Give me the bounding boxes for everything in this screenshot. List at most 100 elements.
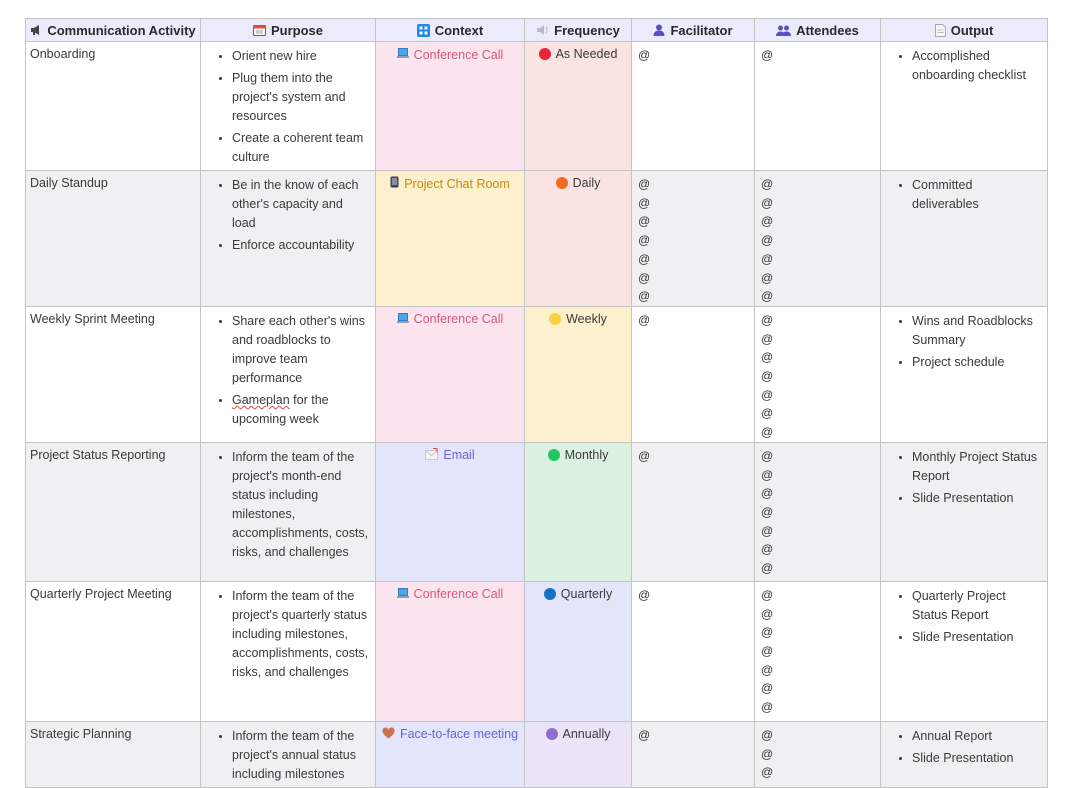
- purpose-cell[interactable]: Orient new hire Plug them into the projec…: [200, 41, 376, 171]
- mention-placeholder[interactable]: @: [761, 350, 774, 365]
- mention-placeholder[interactable]: @: [638, 587, 651, 602]
- purpose-cell[interactable]: Be in the know of each other's capacity …: [200, 170, 376, 307]
- frequency-tag[interactable]: Quarterly: [543, 587, 612, 601]
- context-tag[interactable]: Conference Call: [396, 312, 503, 327]
- mention-placeholder[interactable]: @: [761, 233, 774, 248]
- purpose-cell[interactable]: Inform the team of the project's annual …: [200, 720, 376, 788]
- purpose-cell[interactable]: Inform the team of the project's quarter…: [200, 580, 376, 722]
- mention-placeholder[interactable]: @: [638, 448, 651, 463]
- column-header-context[interactable]: Context: [375, 18, 525, 42]
- mention-placeholder[interactable]: @: [761, 587, 774, 602]
- output-cell[interactable]: Monthly Project Status Report Slide Prese…: [880, 441, 1048, 582]
- activity-cell[interactable]: Weekly Sprint Meeting: [25, 305, 201, 443]
- mention-placeholder[interactable]: @: [761, 681, 774, 696]
- attendees-cell[interactable]: @ @ @: [754, 720, 881, 788]
- mention-placeholder[interactable]: @: [761, 289, 774, 304]
- mention-placeholder[interactable]: @: [761, 523, 774, 538]
- frequency-cell[interactable]: Annually: [524, 720, 632, 788]
- frequency-tag[interactable]: As Needed: [538, 47, 617, 61]
- context-cell[interactable]: Conference Call: [375, 305, 525, 443]
- mention-placeholder[interactable]: @: [761, 406, 774, 421]
- mention-placeholder[interactable]: @: [638, 312, 651, 327]
- context-cell[interactable]: Email: [375, 441, 525, 582]
- mention-placeholder[interactable]: @: [761, 505, 774, 520]
- table-row[interactable]: Quarterly Project Meeting Inform the team…: [25, 580, 1048, 722]
- mention-placeholder[interactable]: @: [761, 700, 774, 715]
- output-cell[interactable]: Annual Report Slide Presentation: [880, 720, 1048, 788]
- table-row[interactable]: Onboarding Orient new hire Plug them into …: [25, 41, 1048, 171]
- facilitator-cell[interactable]: @: [631, 305, 755, 443]
- output-cell[interactable]: Quarterly Project Status Report Slide Pre…: [880, 580, 1048, 722]
- mention-placeholder[interactable]: @: [638, 727, 651, 742]
- mention-placeholder[interactable]: @: [761, 606, 774, 621]
- attendees-cell[interactable]: @ @ @ @ @ @ @: [754, 305, 881, 443]
- activity-cell[interactable]: Quarterly Project Meeting: [25, 580, 201, 722]
- facilitator-cell[interactable]: @: [631, 720, 755, 788]
- mention-placeholder[interactable]: @: [638, 195, 651, 210]
- frequency-tag[interactable]: Daily: [555, 176, 600, 190]
- mention-placeholder[interactable]: @: [761, 542, 774, 557]
- table-row[interactable]: Project Status Reporting Inform the team …: [25, 441, 1048, 582]
- output-cell[interactable]: Committed deliverables: [880, 170, 1048, 307]
- facilitator-cell[interactable]: @: [631, 441, 755, 582]
- frequency-cell[interactable]: Weekly: [524, 305, 632, 443]
- mention-placeholder[interactable]: @: [761, 270, 774, 285]
- mention-placeholder[interactable]: @: [761, 727, 774, 742]
- column-header-attendees[interactable]: Attendees: [754, 18, 881, 42]
- purpose-cell[interactable]: Share each other's wins and roadblocks t…: [200, 305, 376, 443]
- context-cell[interactable]: Conference Call: [375, 580, 525, 722]
- mention-placeholder[interactable]: @: [761, 425, 774, 440]
- mention-placeholder[interactable]: @: [761, 177, 774, 191]
- column-header-activity[interactable]: Communication Activity: [25, 18, 201, 42]
- mention-placeholder[interactable]: @: [638, 48, 651, 62]
- frequency-cell[interactable]: Monthly: [524, 441, 632, 582]
- frequency-tag[interactable]: Weekly: [549, 312, 607, 326]
- mention-placeholder[interactable]: @: [638, 289, 651, 304]
- frequency-cell[interactable]: Quarterly: [524, 580, 632, 722]
- mention-placeholder[interactable]: @: [761, 486, 774, 501]
- context-cell[interactable]: Conference Call: [375, 41, 525, 171]
- frequency-cell[interactable]: As Needed: [524, 41, 632, 171]
- mention-placeholder[interactable]: @: [761, 467, 774, 482]
- table-row[interactable]: Weekly Sprint Meeting Share each other's …: [25, 305, 1048, 443]
- mention-placeholder[interactable]: @: [761, 746, 774, 761]
- activity-cell[interactable]: Daily Standup: [25, 170, 201, 307]
- mention-placeholder[interactable]: @: [638, 270, 651, 285]
- mention-placeholder[interactable]: @: [761, 662, 774, 677]
- mention-placeholder[interactable]: @: [761, 644, 774, 659]
- column-header-frequency[interactable]: Frequency: [524, 18, 632, 42]
- mention-placeholder[interactable]: @: [761, 448, 774, 463]
- output-cell[interactable]: Wins and Roadblocks Summary Project sched…: [880, 305, 1048, 443]
- mention-placeholder[interactable]: @: [761, 214, 774, 229]
- mention-placeholder[interactable]: @: [761, 48, 774, 62]
- attendees-cell[interactable]: @ @ @ @ @ @ @: [754, 580, 881, 722]
- attendees-cell[interactable]: @: [754, 41, 881, 171]
- mention-placeholder[interactable]: @: [761, 331, 774, 346]
- context-tag[interactable]: Project Chat Room: [390, 176, 510, 191]
- table-row[interactable]: Strategic Planning Inform the team of the…: [25, 720, 1048, 788]
- column-header-purpose[interactable]: Purpose: [200, 18, 376, 42]
- attendees-cell[interactable]: @ @ @ @ @ @ @: [754, 441, 881, 582]
- context-tag[interactable]: Conference Call: [396, 47, 503, 62]
- frequency-tag[interactable]: Monthly: [547, 448, 608, 462]
- output-cell[interactable]: Accomplished onboarding checklist: [880, 41, 1048, 171]
- context-tag[interactable]: Conference Call: [396, 587, 503, 602]
- mention-placeholder[interactable]: @: [638, 251, 651, 266]
- frequency-cell[interactable]: Daily: [524, 170, 632, 307]
- facilitator-cell[interactable]: @: [631, 580, 755, 722]
- mention-placeholder[interactable]: @: [761, 369, 774, 384]
- facilitator-cell[interactable]: @: [631, 41, 755, 171]
- mention-placeholder[interactable]: @: [638, 177, 651, 191]
- mention-placeholder[interactable]: @: [761, 387, 774, 402]
- facilitator-cell[interactable]: @ @ @ @ @ @ @: [631, 170, 755, 307]
- context-tag[interactable]: Email: [425, 447, 475, 463]
- activity-cell[interactable]: Project Status Reporting: [25, 441, 201, 582]
- mention-placeholder[interactable]: @: [761, 195, 774, 210]
- context-tag[interactable]: Face-to-face meeting: [382, 727, 518, 742]
- attendees-cell[interactable]: @ @ @ @ @ @ @: [754, 170, 881, 307]
- mention-placeholder[interactable]: @: [761, 251, 774, 266]
- mention-placeholder[interactable]: @: [761, 561, 774, 576]
- mention-placeholder[interactable]: @: [761, 765, 774, 780]
- activity-cell[interactable]: Strategic Planning: [25, 720, 201, 788]
- column-header-facilitator[interactable]: Facilitator: [631, 18, 755, 42]
